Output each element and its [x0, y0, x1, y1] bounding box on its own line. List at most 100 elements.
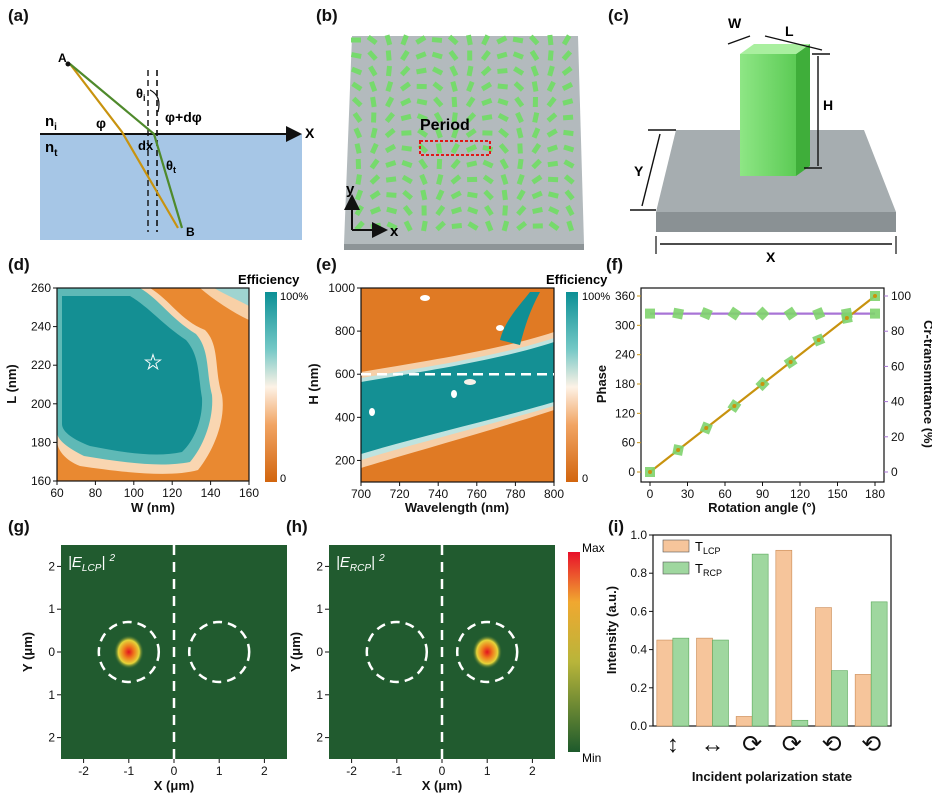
- legend-lcp: TLCP: [695, 539, 720, 556]
- nanopillar: [497, 68, 508, 74]
- nanopillar: [547, 34, 554, 46]
- nanopillar: [368, 65, 378, 77]
- f-yltick: 60: [622, 436, 636, 450]
- focal-spot: [113, 635, 144, 669]
- xtick: -1: [123, 764, 134, 778]
- f-phase-dot: [676, 448, 681, 452]
- nanopillar: [420, 189, 428, 201]
- nanopillar: [500, 173, 509, 186]
- nanopillar: [532, 223, 543, 229]
- nanopillar: [400, 34, 409, 46]
- polarization-icon: ⟳: [742, 731, 762, 758]
- f-xtick: 60: [718, 487, 732, 501]
- nanopillar: [532, 207, 543, 214]
- nanopillar: [561, 50, 573, 61]
- nanopillar: [466, 65, 474, 77]
- f-yltick: 0: [628, 465, 635, 479]
- nanopillar: [385, 176, 397, 183]
- xtick: 1: [484, 764, 491, 778]
- panel-f: (f) 0 30 60 90 120 150 180 0 60 120 180 240 300 360 0 2…: [594, 255, 932, 515]
- nanopillar: [531, 142, 542, 155]
- nanopillar: [351, 96, 363, 108]
- nanopillar: [562, 114, 574, 121]
- nanopillar: [516, 173, 525, 186]
- xtick: 0: [171, 764, 178, 778]
- nanopillar: [564, 189, 575, 201]
- nanopillar: [448, 50, 459, 61]
- f-xtick: 150: [827, 487, 847, 501]
- ytick: 2: [48, 559, 55, 573]
- nanopillar: [517, 158, 524, 170]
- nanopillar: [501, 220, 510, 232]
- d-xtick: 80: [89, 486, 103, 500]
- panel-d-label: (d): [8, 255, 30, 274]
- d-xtick: 160: [239, 486, 259, 500]
- nanopillar: [484, 204, 494, 217]
- panel-e-label: (e): [316, 255, 337, 274]
- xtick: -2: [78, 764, 89, 778]
- nanopillar: [466, 160, 478, 168]
- nanopillar: [384, 112, 395, 123]
- nanopillar: [403, 220, 413, 232]
- nanopillar: [531, 81, 539, 92]
- theta-t: θt: [166, 158, 176, 175]
- nanopillar: [563, 174, 575, 185]
- i-ytick: 0.8: [630, 566, 647, 580]
- d-xtick: 100: [124, 486, 144, 500]
- ytick: 2: [316, 559, 323, 573]
- d-cb-min: 0: [280, 473, 286, 485]
- nanopillar: [431, 37, 443, 43]
- e-xtick: 780: [505, 487, 525, 501]
- unit-substrate-side: [656, 212, 896, 232]
- f-yrtick: 20: [891, 430, 905, 444]
- polarization-icon: ↔: [701, 731, 725, 758]
- focal-circle: [97, 620, 161, 684]
- nanopillar: [450, 190, 462, 200]
- g-xlabel: X (μm): [154, 778, 194, 793]
- panel-d: (d) ☆ 60 80 100 120 140 160 260 240 220 200 180 160…: [4, 255, 308, 515]
- panel-a-label: (a): [8, 6, 29, 25]
- panel-e: (e) 700 720 740 760 780 800 1000 800 600 400 200 W…: [306, 255, 610, 515]
- f-transmittance-point: [812, 307, 826, 321]
- nanopillar: [480, 65, 492, 77]
- i-bar-rcp: [870, 601, 888, 727]
- nanopillar: [451, 96, 458, 108]
- i-ylabel: Intensity (a.u.): [604, 586, 619, 674]
- xtick: -1: [391, 764, 402, 778]
- nanopillar: [496, 35, 508, 45]
- f-xtick: 120: [790, 487, 810, 501]
- nanopillar: [416, 83, 427, 90]
- nanopillar: [401, 160, 413, 168]
- theta-i: θi: [136, 86, 146, 103]
- nanopillar: [497, 112, 509, 123]
- lower-medium: [40, 134, 302, 240]
- nanopillar: [370, 127, 378, 139]
- f-transmittance-point: [699, 307, 713, 321]
- h-ylabel: Y (μm): [288, 632, 303, 672]
- nanopillar: [418, 158, 429, 170]
- panel-f-label: (f): [606, 255, 623, 274]
- h-cb-min: Min: [582, 751, 601, 765]
- nanopillar: [528, 34, 540, 46]
- d-ytick: 160: [31, 474, 51, 488]
- nanopillar: [547, 176, 559, 183]
- e-cb-min: 0: [582, 473, 588, 485]
- panel-i-label: (i): [608, 517, 624, 536]
- optimal-star: ☆: [143, 349, 163, 374]
- x-axis-label: X: [305, 125, 315, 141]
- nanopillar: [529, 49, 540, 62]
- nanopillar: [547, 191, 559, 199]
- nanopillar: [385, 50, 392, 61]
- nanopillar: [401, 174, 413, 185]
- nanopillar: [369, 142, 379, 155]
- polarization-icon: ⟲: [861, 731, 881, 758]
- nanopillar: [436, 158, 443, 170]
- nanopillar: [496, 51, 508, 60]
- nanopillar: [385, 80, 394, 93]
- e-xtick: 720: [390, 487, 410, 501]
- f-yltick: 180: [615, 377, 635, 391]
- f-xtick: 90: [756, 487, 770, 501]
- f-phase-dot: [844, 316, 849, 320]
- nanopillar: [482, 174, 494, 185]
- period-box: [419, 140, 491, 156]
